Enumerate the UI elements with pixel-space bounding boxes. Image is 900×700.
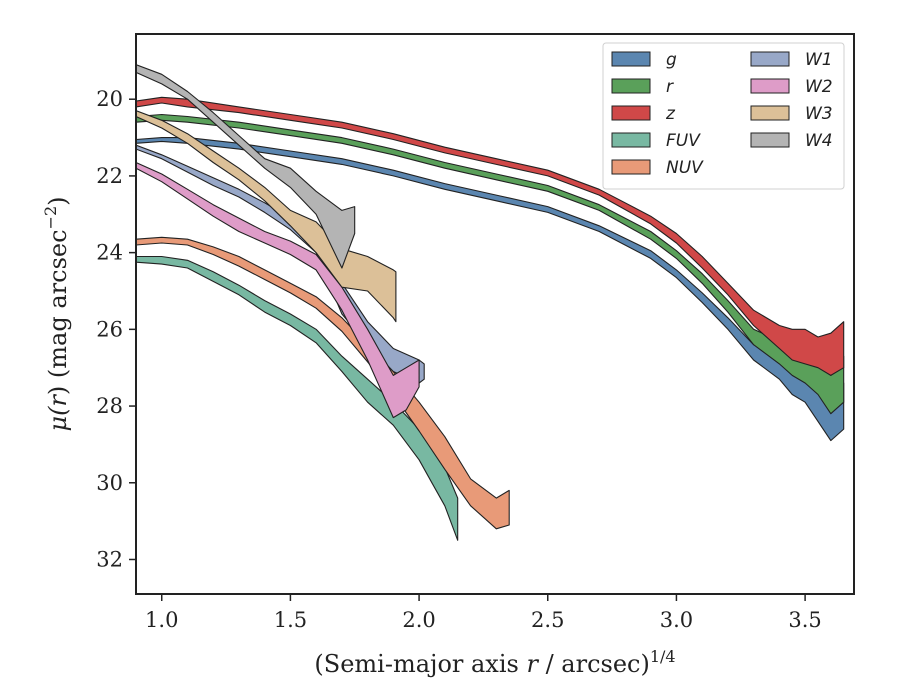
y-tick-label: 30 bbox=[96, 471, 123, 495]
x-tick-label: 3.0 bbox=[660, 608, 693, 632]
band-w2 bbox=[136, 161, 420, 419]
y-axis-ticks: 20 22 24 26 28 30 32 bbox=[96, 87, 136, 571]
legend-label-w4: W4 bbox=[805, 131, 833, 151]
band-z bbox=[136, 96, 845, 376]
legend-label-z: z bbox=[665, 104, 676, 124]
y-tick-label: 22 bbox=[96, 164, 123, 188]
legend-swatch-w4 bbox=[750, 132, 790, 148]
legend-label-w2: W2 bbox=[805, 77, 833, 97]
y-tick-label: 28 bbox=[96, 394, 123, 418]
band-g bbox=[136, 137, 845, 442]
legend-swatch-fuv bbox=[611, 132, 651, 148]
legend-label-fuv: FUV bbox=[666, 131, 701, 151]
legend-label-w1: W1 bbox=[805, 50, 833, 70]
legend-label-w3: W3 bbox=[805, 104, 833, 124]
band-fuv bbox=[136, 255, 459, 541]
legend-swatch-w3 bbox=[750, 105, 790, 121]
y-tick-label: 24 bbox=[96, 241, 123, 265]
band-r bbox=[136, 113, 845, 415]
legend-swatch-w2 bbox=[750, 78, 790, 94]
y-tick-label: 32 bbox=[96, 547, 123, 571]
legend-swatch-nuv bbox=[611, 159, 651, 175]
plot-frame bbox=[135, 33, 855, 595]
x-axis-ticks: 1.0 1.5 2.0 2.5 3.0 3.5 bbox=[145, 594, 822, 632]
x-axis-label: (Semi-major axis r / arcsec)1/4 bbox=[314, 647, 675, 678]
legend: grz FUV NUV W1 W2 W3 W4 bbox=[602, 42, 845, 190]
legend-swatch-r bbox=[611, 78, 651, 94]
band-w3 bbox=[136, 110, 397, 323]
legend-swatch-g bbox=[611, 51, 651, 67]
band-nuv bbox=[136, 236, 510, 530]
legend-swatch-z bbox=[611, 105, 651, 121]
band-w4 bbox=[136, 64, 356, 269]
legend-label-nuv: NUV bbox=[666, 158, 704, 178]
x-tick-label: 2.5 bbox=[531, 608, 564, 632]
y-tick-label: 26 bbox=[96, 317, 123, 341]
y-axis-label: μ(r) (mag arcsec−2) bbox=[41, 196, 72, 431]
x-tick-label: 1.0 bbox=[145, 608, 178, 632]
x-tick-label: 3.5 bbox=[788, 608, 821, 632]
series-bands bbox=[136, 64, 845, 541]
legend-label-r: r bbox=[666, 77, 674, 97]
x-tick-label: 2.0 bbox=[402, 608, 435, 632]
legend-label-g: g bbox=[666, 50, 677, 70]
legend-swatch-w1 bbox=[750, 51, 790, 67]
y-tick-label: 20 bbox=[96, 87, 123, 111]
x-tick-label: 1.5 bbox=[274, 608, 307, 632]
